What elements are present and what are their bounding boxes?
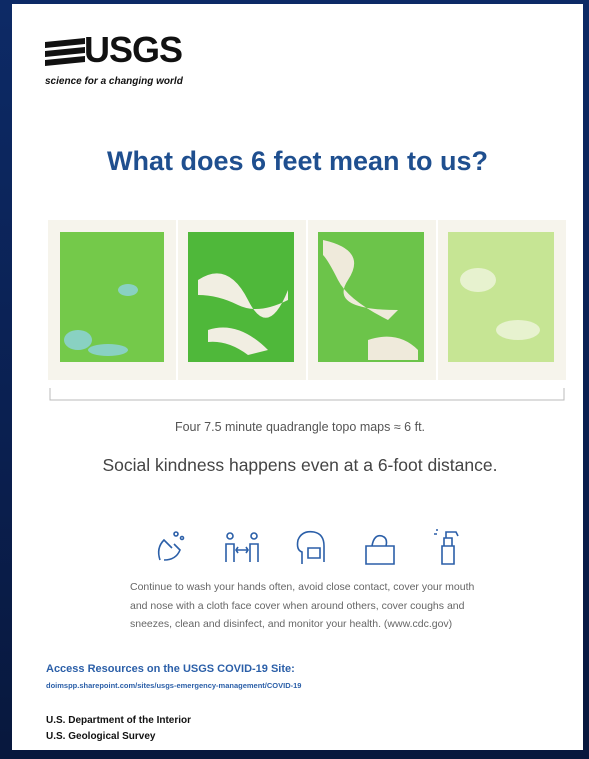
wash-hands-icon [159,532,184,560]
body-text: Continue to wash your hands often, avoid… [130,578,510,634]
body-line: and nose with a cloth face cover when ar… [130,597,510,616]
poster: {"header": {"logo_text": "USGS", "taglin… [0,0,589,759]
footer-line: U.S. Geological Survey [46,731,155,742]
distance-icon [226,533,258,562]
logo-text: USGS [84,30,182,70]
logo-mark [45,38,85,70]
face-cover-icon [298,532,325,564]
icons [152,526,472,570]
title: What does 6 feet mean to us? [12,146,583,177]
footer-line: U.S. Department of the Interior [46,715,191,726]
page: USGS science for a changing world What d… [12,4,583,750]
tagline: science for a changing world [45,76,183,87]
topo-maps [48,220,568,410]
subtitle: Social kindness happens even at a 6-foot… [12,455,588,476]
access-url[interactable]: doimspp.sharepoint.com/sites/usgs-emerge… [46,681,301,690]
caption: Four 7.5 minute quadrangle topo maps ≈ 6… [12,420,588,434]
body-line: Continue to wash your hands often, avoid… [130,578,510,597]
body-line: sneezes, clean and disinfect, and monito… [130,615,510,634]
access-heading: Access Resources on the USGS COVID-19 Si… [46,663,295,675]
tissue-icon [366,536,394,564]
spray-icon [434,530,458,564]
